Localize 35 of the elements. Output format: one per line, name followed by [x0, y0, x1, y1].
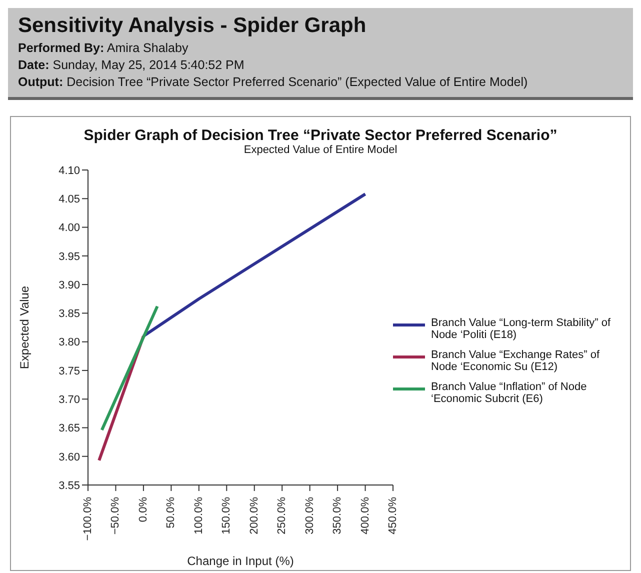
x-tick-label: −50.0% — [110, 496, 122, 535]
y-tick-label: 3.65 — [58, 422, 80, 435]
y-axis-title: Expected Value — [17, 286, 32, 370]
x-tick-label: 400.0% — [359, 496, 372, 534]
y-tick-label: 4.00 — [58, 222, 80, 234]
x-tick-label: 250.0% — [276, 496, 288, 534]
y-tick-label: 4.10 — [58, 164, 80, 177]
text: Performed By: Amira Shalaby — [18, 40, 190, 57]
y-tick-label: 3.85 — [58, 308, 80, 320]
x-tick-label: 100.0% — [192, 496, 205, 534]
y-tick-label: 3.90 — [58, 279, 80, 292]
y-tick-label: 3.80 — [58, 336, 80, 349]
x-tick-label: 150.0% — [220, 496, 233, 534]
legend-label: Branch Value “Inflation” of Node ‘Economic Subcrit (E6) — [431, 381, 588, 405]
x-tick-label: 50.0% — [165, 496, 178, 528]
y-tick-label: 4.05 — [58, 194, 80, 206]
y-tick-label: 3.70 — [58, 394, 80, 406]
x-tick-label: 350.0% — [332, 496, 344, 534]
chart-subtitle: Expected Value of Entire Model — [242, 144, 398, 156]
x-tick-label: 450.0% — [387, 496, 399, 534]
y-tick-label: 3.60 — [58, 451, 80, 464]
text: Sensitivity Analysis - Spider Graph — [18, 14, 368, 38]
legend-label: Branch Value “Long-term Stability” of Node ‘Politi (E18) — [431, 317, 612, 341]
x-tick-label: 300.0% — [304, 496, 316, 534]
chart-title: Spider Graph of Decision Tree “Private Sector Preferred Scenario” — [82, 127, 558, 144]
text: Output: Decision Tree “Private Sector Preferred Scenario” (Expected Value of Entire Model) — [18, 74, 529, 91]
x-tick-label: −100.0% — [82, 496, 94, 541]
x-tick-label: 0.0% — [137, 496, 150, 522]
x-axis-title: Change in Input (%) — [187, 554, 294, 568]
y-tick-label: 3.75 — [58, 365, 80, 378]
x-tick-label: 200.0% — [248, 496, 260, 534]
text: Date: Sunday, May 25, 2014 5:40:52 PM — [18, 57, 246, 74]
legend-label: Branch Value “Exchange Rates” of Node ‘Economic Su (E12) — [431, 349, 601, 373]
y-tick-label: 3.95 — [58, 250, 80, 263]
y-tick-label: 3.55 — [58, 480, 80, 492]
